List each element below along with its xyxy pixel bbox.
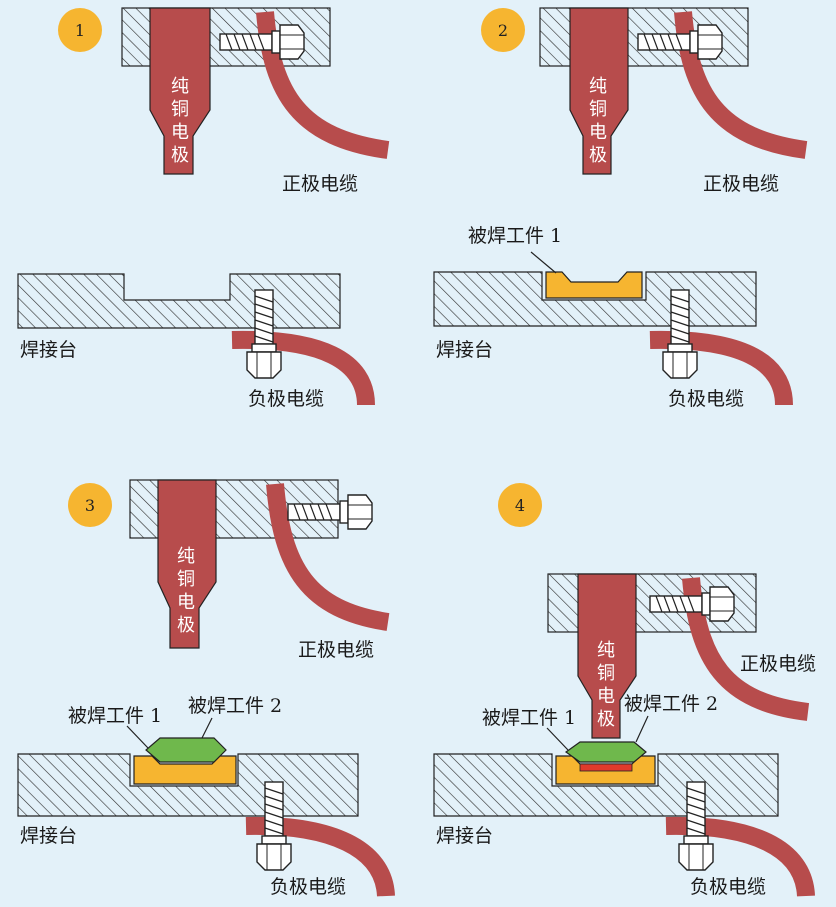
workpiece-1-label: 被焊工件 1 (468, 225, 562, 247)
workpiece-1-leader (546, 727, 569, 751)
workpiece-1-leader (530, 251, 557, 274)
electrode-char-4: 极 (177, 615, 195, 636)
step-1-number: 1 (75, 21, 85, 40)
electrode-char-3: 电 (597, 686, 615, 707)
workpiece-1 (545, 271, 643, 299)
step-1-panel: 1 纯 铜 电 极 正极电缆 焊接台 负极电缆 (17, 7, 390, 410)
welding-table (17, 753, 359, 817)
workpiece-1-leader (126, 725, 149, 749)
table-label: 焊接台 (20, 825, 77, 847)
welding-table (17, 273, 341, 329)
electrode-char-3: 电 (171, 122, 189, 143)
table-label: 焊接台 (20, 339, 77, 361)
negative-cable-label: 负极电缆 (690, 876, 766, 898)
table-label: 焊接台 (436, 825, 493, 847)
step-2-number: 2 (498, 21, 508, 40)
electrode-char-4: 极 (171, 145, 189, 166)
step-4-panel: 4 纯 铜 电 极 正极电缆 被焊工件 1 被焊工件 2 焊接台 负极电缆 (433, 483, 816, 898)
step-1-badge (58, 8, 102, 52)
positive-cable-label: 正极电缆 (703, 173, 779, 195)
welding-table (433, 271, 757, 327)
workpiece-1-label: 被焊工件 1 (482, 707, 576, 729)
electrode-char-1: 纯 (171, 76, 189, 97)
workpiece-2-leader (201, 717, 213, 739)
electrode-char-2: 铜 (589, 99, 607, 120)
electrode-char-1: 纯 (597, 640, 615, 661)
negative-cable-label: 负极电缆 (270, 876, 346, 898)
step-2-badge (481, 8, 525, 52)
positive-cable-label: 正极电缆 (740, 653, 816, 675)
negative-cable-label: 负极电缆 (248, 388, 324, 410)
copper-electrode (577, 573, 637, 739)
electrode-char-4: 极 (597, 709, 615, 730)
positive-cable (266, 483, 390, 631)
step-4-number: 4 (515, 496, 525, 515)
step-3-panel: 3 纯 铜 电 极 正极电缆 被焊工件 1 被焊工件 2 焊接台 负极电缆 (17, 479, 395, 898)
electrode-char-2: 铜 (171, 99, 189, 120)
copper-electrode (569, 7, 629, 175)
workpiece-2-leader (635, 715, 649, 743)
negative-cable-label: 负极电缆 (668, 388, 744, 410)
positive-cable-label: 正极电缆 (282, 173, 358, 195)
electrode-char-3: 电 (177, 592, 195, 613)
step-4-badge (498, 483, 542, 527)
electrode-char-3: 电 (589, 122, 607, 143)
welding-table (433, 753, 779, 817)
workpiece-1-label: 被焊工件 1 (68, 705, 162, 727)
table-label: 焊接台 (436, 339, 493, 361)
step-3-badge (68, 483, 112, 527)
workpiece-2-label: 被焊工件 2 (624, 693, 718, 715)
step-3-number: 3 (85, 496, 95, 515)
electrode-char-4: 极 (589, 145, 607, 166)
copper-electrode (149, 7, 211, 175)
positive-cable-label: 正极电缆 (298, 639, 374, 661)
electrode-char-2: 铜 (177, 569, 195, 590)
electrode-char-1: 纯 (589, 76, 607, 97)
electrode-char-2: 铜 (597, 663, 615, 684)
step-2-panel: 2 纯 铜 电 极 正极电缆 被焊工件 1 焊接台 负极电缆 (433, 7, 808, 410)
workpiece-2-label: 被焊工件 2 (188, 695, 282, 717)
electrode-char-1: 纯 (177, 546, 195, 567)
weld-nugget (579, 763, 633, 772)
workpiece-2 (145, 737, 227, 763)
copper-electrode (157, 479, 217, 649)
workpiece-2 (564, 741, 647, 763)
